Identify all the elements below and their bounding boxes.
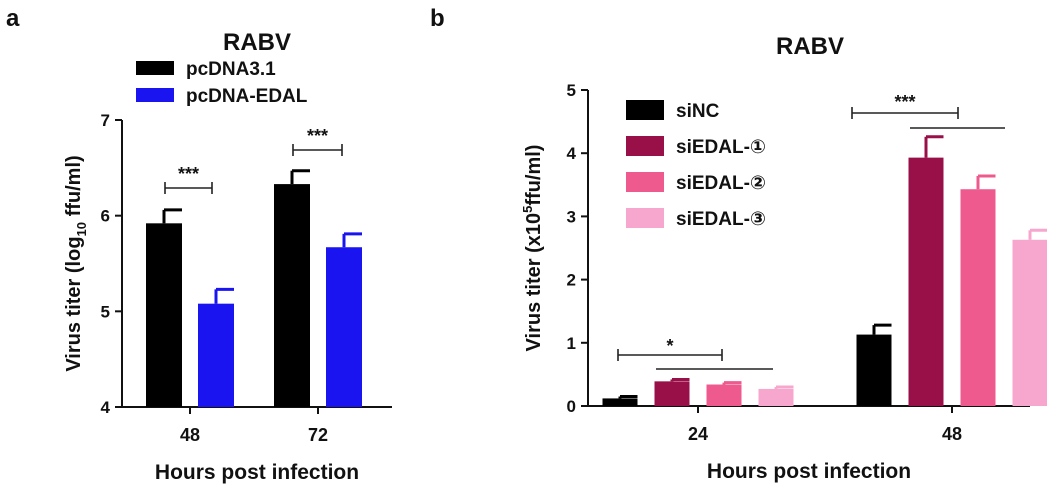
x-axis-label: Hours post infection — [707, 460, 911, 483]
chart-panel-b: b RABV 0 1 2 3 4 5 24 48 Hours post infection Virus… — [430, 5, 1047, 483]
x-tick-label: 48 — [942, 424, 962, 444]
panel-label: b — [430, 5, 445, 32]
chart-panel-a: a RABV 4 5 6 7 48 72 Hours post infection Virus t… — [6, 5, 392, 484]
legend-swatch — [136, 88, 174, 102]
y-axis-label-tail: ffu/ml) — [523, 145, 545, 206]
x-tick-label: 72 — [308, 425, 328, 445]
y-tick-label: 5 — [567, 81, 576, 100]
bar-siEDAL-①-24 — [654, 381, 690, 406]
y-tick-label: 7 — [101, 111, 110, 130]
significance-label: *** — [178, 164, 199, 184]
y-tick-label: 4 — [101, 398, 111, 417]
bar-pcDNA3.1-48 — [146, 223, 182, 407]
bar-siEDAL-③-24 — [758, 388, 794, 406]
y-tick-label: 6 — [101, 207, 110, 226]
legend-entry: siEDAL-③ — [676, 209, 766, 230]
x-tick-label: 24 — [688, 424, 708, 444]
legend-swatch — [626, 100, 664, 120]
y-tick-label: 1 — [567, 334, 576, 353]
y-axis-label: Virus titer (log10 ffu/ml) — [63, 155, 89, 371]
legend-swatch — [136, 61, 174, 75]
y-axis-label-superscript: 5 — [520, 206, 535, 213]
legend-entry: siNC — [676, 101, 720, 122]
bar-pcDNA-EDAL-72 — [326, 247, 362, 407]
y-axis-label-subscript: 10 — [74, 222, 89, 236]
legend-swatch — [626, 172, 664, 192]
significance-label: *** — [894, 92, 915, 112]
y-tick-label: 4 — [567, 144, 577, 163]
bar-siEDAL-①-48 — [908, 157, 944, 406]
bar-pcDNA-EDAL-48 — [198, 303, 234, 407]
chart-title: RABV — [776, 33, 844, 60]
x-tick-label: 48 — [180, 425, 200, 445]
y-axis-label-main: Virus titer (log — [63, 236, 85, 371]
legend-swatch — [626, 136, 664, 156]
significance-label: *** — [307, 126, 328, 146]
significance-label: * — [666, 336, 673, 356]
y-tick-label: 5 — [101, 302, 110, 321]
legend-entry: siEDAL-① — [676, 137, 766, 158]
y-tick-label: 2 — [567, 271, 576, 290]
legend-entry: pcDNA3.1 — [186, 59, 276, 80]
bar-pcDNA3.1-72 — [274, 184, 310, 407]
panel-label: a — [6, 5, 20, 32]
bar-siNC-24 — [602, 398, 638, 406]
y-axis-label-tail: ffu/ml) — [63, 155, 85, 222]
legend-entry: siEDAL-② — [676, 173, 766, 194]
legend-entry: pcDNA-EDAL — [186, 86, 308, 107]
x-axis-label: Hours post infection — [155, 461, 359, 484]
bar-siEDAL-③-48 — [1012, 239, 1047, 406]
bar-siNC-48 — [856, 334, 892, 406]
y-tick-label: 3 — [567, 207, 576, 226]
y-tick-label: 0 — [567, 397, 576, 416]
chart-title: RABV — [223, 29, 291, 56]
y-axis-label-main: Virus titer (x10 — [523, 213, 545, 352]
legend-swatch — [626, 208, 664, 228]
bar-siEDAL-②-48 — [960, 189, 996, 406]
y-axis-label: Virus titer (x105ffu/ml) — [520, 145, 545, 352]
bar-siEDAL-②-24 — [706, 384, 742, 406]
